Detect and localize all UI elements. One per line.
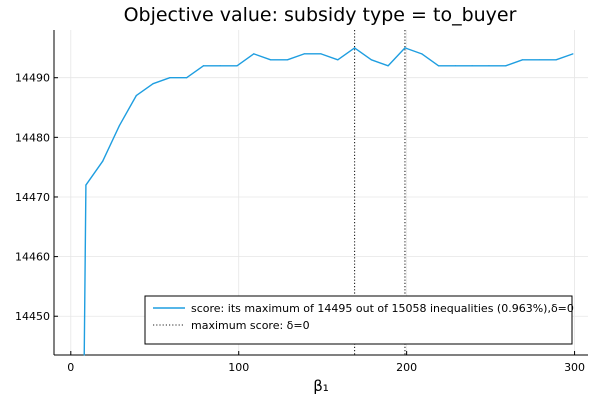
score-point (270, 59, 272, 61)
score-point (85, 184, 87, 186)
score-point (404, 47, 406, 49)
score-point (83, 354, 85, 356)
score-point (219, 65, 221, 67)
x-tick-label: 100 (228, 361, 249, 374)
y-tick-label: 14450 (15, 310, 50, 323)
axes-layer (53, 30, 588, 356)
score-point (135, 94, 137, 97)
score-point (572, 53, 574, 55)
score-point (488, 65, 490, 67)
score-point (421, 53, 423, 55)
y-tick-label: 14480 (15, 131, 50, 144)
score-point (169, 77, 171, 79)
score-point (555, 59, 557, 61)
score-point (337, 59, 339, 61)
score-point (353, 47, 356, 49)
legend-box (144, 295, 573, 345)
score-point (186, 77, 188, 79)
x-tick-label: 200 (396, 361, 417, 374)
x-axis-label: β₁ (313, 377, 329, 395)
chart-title: Objective value: subsidy type = to_buyer (124, 4, 517, 26)
score-point (102, 160, 104, 162)
legend: score: its maximum of 14495 out of 15058… (144, 295, 574, 345)
score-point (471, 65, 473, 67)
score-point (236, 65, 238, 67)
score-point (521, 59, 524, 61)
score-point (505, 65, 507, 67)
x-tick-label: 0 (67, 361, 74, 374)
score-point (437, 65, 440, 67)
score-point (387, 65, 389, 67)
score-point (202, 65, 205, 67)
score-point (370, 59, 372, 61)
score-point (118, 124, 121, 127)
score-point (286, 59, 289, 61)
score-point (253, 53, 255, 55)
series-layer (83, 47, 574, 356)
score-point (152, 83, 154, 85)
score-point (454, 65, 456, 67)
y-tick-label: 14490 (15, 72, 50, 85)
legend-entry-label: score: its maximum of 14495 out of 15058… (191, 302, 574, 315)
tick-labels: 0 100 200 300 14450 14460 14470 14480 14490 (15, 72, 585, 374)
x-tick-label: 300 (564, 361, 585, 374)
score-point (320, 53, 322, 55)
legend-entry-label: maximum score: δ=0 (191, 319, 310, 332)
y-tick-label: 14460 (15, 251, 50, 264)
y-tick-label: 14470 (15, 191, 50, 204)
grid-layer (54, 30, 588, 355)
score-point (303, 53, 305, 55)
score-point (538, 59, 540, 61)
